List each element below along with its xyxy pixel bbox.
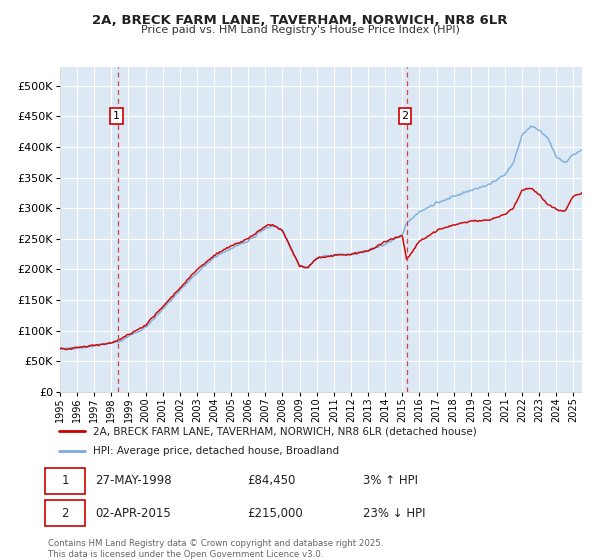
Text: £215,000: £215,000 xyxy=(248,507,303,520)
FancyBboxPatch shape xyxy=(46,468,85,494)
Text: 2A, BRECK FARM LANE, TAVERHAM, NORWICH, NR8 6LR (detached house): 2A, BRECK FARM LANE, TAVERHAM, NORWICH, … xyxy=(92,426,476,436)
Text: 2: 2 xyxy=(62,507,69,520)
Text: Contains HM Land Registry data © Crown copyright and database right 2025.
This d: Contains HM Land Registry data © Crown c… xyxy=(48,539,383,559)
Text: 23% ↓ HPI: 23% ↓ HPI xyxy=(363,507,425,520)
Text: £84,450: £84,450 xyxy=(248,474,296,487)
Text: Price paid vs. HM Land Registry's House Price Index (HPI): Price paid vs. HM Land Registry's House … xyxy=(140,25,460,35)
Text: HPI: Average price, detached house, Broadland: HPI: Average price, detached house, Broa… xyxy=(92,446,339,456)
Text: 1: 1 xyxy=(113,111,120,121)
Text: 2: 2 xyxy=(401,111,409,121)
Text: 3% ↑ HPI: 3% ↑ HPI xyxy=(363,474,418,487)
Text: 27-MAY-1998: 27-MAY-1998 xyxy=(95,474,172,487)
Text: 2A, BRECK FARM LANE, TAVERHAM, NORWICH, NR8 6LR: 2A, BRECK FARM LANE, TAVERHAM, NORWICH, … xyxy=(92,14,508,27)
Text: 1: 1 xyxy=(62,474,69,487)
FancyBboxPatch shape xyxy=(46,500,85,526)
Text: 02-APR-2015: 02-APR-2015 xyxy=(95,507,171,520)
